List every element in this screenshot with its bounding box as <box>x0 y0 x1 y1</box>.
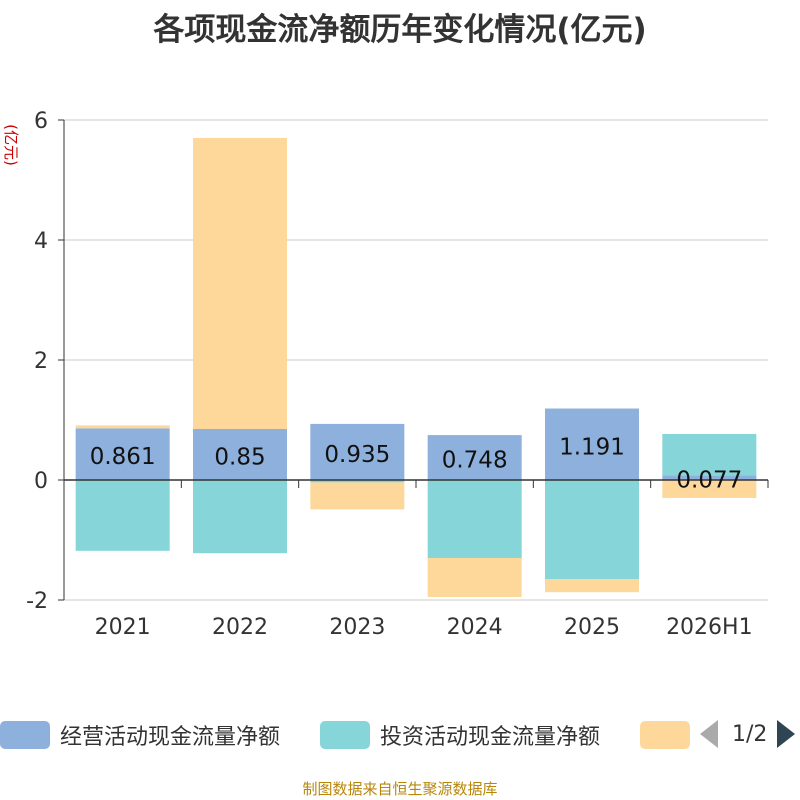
legend: 经营活动现金流量净额 投资活动现金流量净额 1/2 <box>0 712 800 756</box>
y-tick-label: 4 <box>34 229 48 254</box>
bar-operating <box>545 408 639 480</box>
y-tick-label: -2 <box>26 589 48 614</box>
data-source-note: 制图数据来自恒生聚源数据库 <box>302 780 498 798</box>
y-tick-label: 0 <box>34 469 48 494</box>
bar-operating <box>427 435 522 480</box>
x-tick-label: 2023 <box>329 615 385 640</box>
bar-investing <box>310 480 405 483</box>
bar-operating <box>310 423 405 480</box>
data-label-operating: 0.861 <box>90 444 156 470</box>
bar-financing <box>427 558 522 597</box>
y-axis-label: (亿元) <box>2 124 20 166</box>
legend-item-investing[interactable]: 投资活动现金流量净额 <box>320 720 600 750</box>
triangle-left-icon[interactable] <box>700 720 718 748</box>
data-label-operating: 0.85 <box>214 445 265 471</box>
x-tick-label: 2025 <box>564 615 620 640</box>
y-tick-label: 6 <box>34 109 48 134</box>
legend-label-operating: 经营活动现金流量净额 <box>60 725 281 750</box>
bar-financing <box>662 480 757 498</box>
bar-investing <box>427 480 522 558</box>
chart-title: 各项现金流净额历年变化情况(亿元) <box>153 12 647 48</box>
chart-plot: -2 0 2 4 6 (亿元) 0.861 0.85 0.935 0.748 1.191 0.077 2… <box>2 109 769 640</box>
bar-investing <box>545 480 639 579</box>
bar-investing <box>662 433 757 476</box>
legend-page-indicator: 1/2 <box>732 721 768 747</box>
data-label-operating: 0.748 <box>442 448 508 474</box>
bar-investing <box>193 480 287 554</box>
data-label-operating: 1.191 <box>559 434 625 460</box>
bar-financing <box>193 138 287 429</box>
x-tick-label: 2024 <box>447 615 503 640</box>
bar-operating <box>193 429 287 480</box>
y-tick-label: 2 <box>34 349 48 374</box>
x-tick-label: 2026H1 <box>666 615 753 640</box>
bar-financing <box>75 425 170 429</box>
legend-pager: 1/2 <box>700 718 796 750</box>
legend-swatch-financing <box>640 721 690 749</box>
bar-financing <box>545 579 639 593</box>
legend-item-financing[interactable] <box>640 720 690 750</box>
x-tick-label: 2021 <box>95 615 151 640</box>
bar-financing <box>310 482 405 510</box>
legend-swatch-operating <box>0 721 50 749</box>
data-label-operating: 0.935 <box>324 442 390 468</box>
bar-operating <box>662 475 757 480</box>
legend-item-operating[interactable]: 经营活动现金流量净额 <box>0 720 280 750</box>
legend-label-investing: 投资活动现金流量净额 <box>380 725 601 750</box>
data-label-operating: 0.077 <box>676 468 742 494</box>
bar-operating <box>75 428 170 480</box>
bar-investing <box>75 480 170 551</box>
triangle-right-icon[interactable] <box>777 720 796 748</box>
x-tick-label: 2022 <box>212 615 268 640</box>
legend-swatch-investing <box>320 721 370 749</box>
